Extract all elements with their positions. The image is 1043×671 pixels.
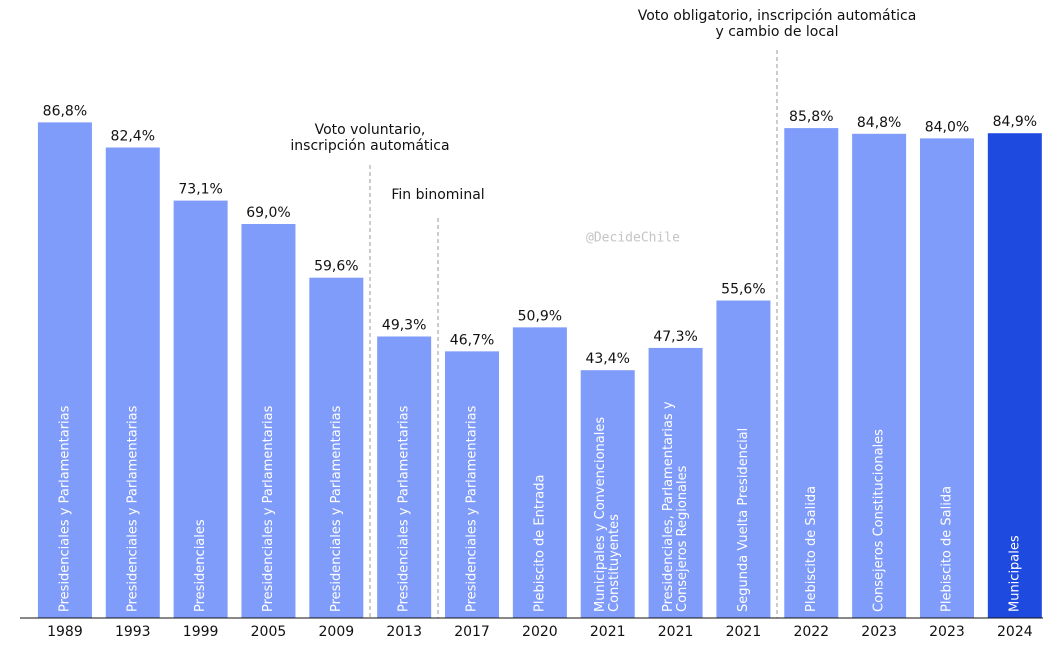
x-tick-label: 2023: [861, 624, 897, 640]
bar-label: Presidenciales: [193, 519, 208, 612]
bar: [716, 300, 771, 618]
bar: [784, 128, 839, 618]
x-tick-label: 2021: [726, 624, 762, 640]
value-label: 47,3%: [653, 329, 697, 345]
bar-label: Municipales y Convencionales: [593, 417, 608, 612]
bar-label: Presidenciales y Parlamentarias: [57, 405, 72, 612]
value-label: 46,7%: [450, 332, 494, 348]
bar-label: Municipales: [1007, 535, 1022, 612]
bar: [37, 122, 92, 618]
value-label: 43,4%: [585, 351, 629, 367]
x-tick-label: 1993: [115, 624, 151, 640]
bar-label: Plebiscito de Entrada: [532, 475, 547, 613]
x-tick-label: 2024: [997, 624, 1033, 640]
x-tick-label: 2023: [929, 624, 965, 640]
annotation: Voto voluntario,: [315, 122, 426, 138]
x-tick-label: 2022: [793, 624, 829, 640]
bar-label: Presidenciales y Parlamentarias: [125, 405, 140, 612]
x-tick-label: 2017: [454, 624, 490, 640]
x-tick-label: 2013: [386, 624, 422, 640]
bar: [852, 133, 907, 619]
bar-label: Segunda Vuelta Presidencial: [736, 428, 751, 612]
x-tick-label: 2009: [319, 624, 355, 640]
bar: [445, 351, 500, 618]
bar: [105, 147, 160, 618]
value-label: 73,1%: [178, 182, 222, 198]
value-label: 84,9%: [993, 114, 1037, 130]
x-tick-label: 2005: [251, 624, 287, 640]
x-tick-label: 2020: [522, 624, 558, 640]
bar-label: Presidenciales y Parlamentarias: [329, 405, 344, 612]
annotation: y cambio de local: [715, 24, 838, 40]
bar: [648, 347, 703, 618]
annotation: Voto obligatorio, inscripción automática: [638, 8, 917, 24]
bar-label: Presidenciales y Parlamentarias: [465, 405, 480, 612]
bar-label: Consejeros Constitucionales: [872, 429, 887, 612]
value-label: 84,0%: [925, 119, 969, 135]
x-tick-label: 2021: [590, 624, 626, 640]
bar: [580, 370, 635, 618]
value-label: 55,6%: [721, 282, 765, 298]
value-label: 50,9%: [518, 308, 562, 324]
x-tick-label: 1989: [47, 624, 83, 640]
bar-label: Plebiscito de Salida: [939, 486, 954, 612]
bar: [309, 277, 364, 618]
bar: [919, 138, 974, 619]
bar-label: Presidenciales y Parlamentarias: [397, 405, 412, 612]
x-tick-label: 1999: [183, 624, 219, 640]
value-label: 59,6%: [314, 259, 358, 275]
watermark: @DecideChile: [586, 231, 680, 246]
bar-label: Presidenciales, Parlamentarias y: [661, 401, 676, 612]
bar-label: Presidenciales y Parlamentarias: [261, 405, 276, 612]
bar-label: Plebiscito de Salida: [804, 486, 819, 612]
bar: [241, 224, 296, 618]
value-label: 85,8%: [789, 109, 833, 125]
bar: [377, 336, 432, 618]
bar: [173, 200, 228, 618]
value-label: 82,4%: [111, 128, 155, 144]
bar-label: Constituyentes: [607, 514, 622, 612]
value-label: 84,8%: [857, 115, 901, 131]
bar-label: Consejeros Regionales: [675, 465, 690, 612]
x-tick-label: 2021: [658, 624, 694, 640]
value-label: 86,8%: [43, 103, 87, 119]
bar: [512, 327, 567, 618]
value-label: 49,3%: [382, 317, 426, 333]
value-label: 69,0%: [246, 205, 290, 221]
annotation: Fin binominal: [391, 187, 484, 203]
bar: [987, 133, 1042, 618]
annotation: inscripción automática: [290, 138, 449, 154]
